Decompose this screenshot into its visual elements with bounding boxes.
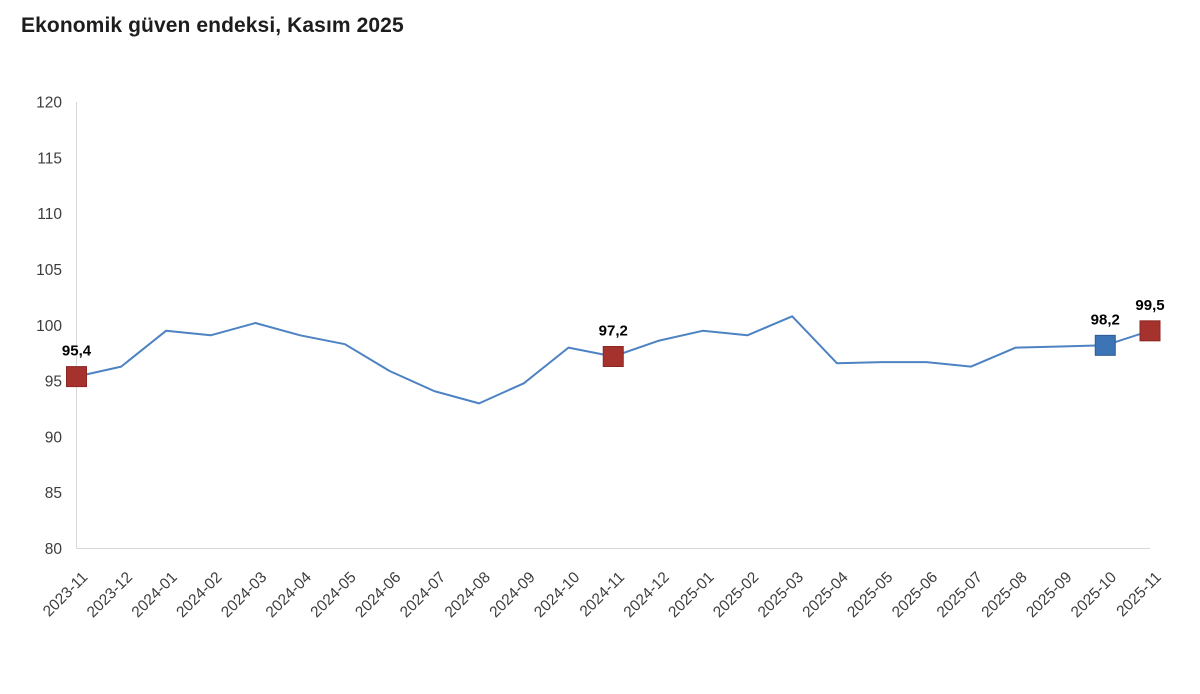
y-axis-tick-label: 90 xyxy=(45,429,63,446)
x-axis-tick-label: 2024-09 xyxy=(486,569,538,621)
x-axis-tick-label: 2024-11 xyxy=(577,569,628,620)
x-axis-tick-label: 2024-12 xyxy=(621,569,673,621)
x-axis-tick-label: 2025-10 xyxy=(1068,569,1121,622)
x-axis-tick-label: 2025-09 xyxy=(1023,569,1075,621)
y-axis-tick-label: 110 xyxy=(37,206,62,223)
chart-title: Ekonomik güven endeksi, Kasım 2025 xyxy=(21,14,404,37)
x-axis-tick-label: 2025-06 xyxy=(889,569,941,621)
x-axis-tick-label: 2025-11 xyxy=(1113,569,1164,620)
x-axis-tick-label: 2024-02 xyxy=(173,569,225,621)
y-axis-tick-label: 120 xyxy=(36,95,62,112)
x-axis-tick-label: 2024-04 xyxy=(263,569,316,622)
x-axis-tick-label: 2024-01 xyxy=(129,569,181,621)
x-axis-tick-label: 2025-01 xyxy=(665,569,717,621)
y-axis-tick-label: 100 xyxy=(36,318,62,335)
point-value-label: 97,2 xyxy=(599,323,628,340)
x-axis-tick-label: 2024-10 xyxy=(531,569,584,622)
x-axis-tick-label: 2025-02 xyxy=(710,569,762,621)
y-axis-tick-label: 115 xyxy=(37,150,62,167)
point-value-label: 98,2 xyxy=(1091,311,1120,328)
x-axis-tick-label: 2025-07 xyxy=(934,569,986,621)
x-axis-tick-label: 2023-11 xyxy=(40,569,91,620)
x-axis-tick-label: 2024-07 xyxy=(397,569,449,621)
x-axis-tick-label: 2025-04 xyxy=(799,569,852,622)
x-axis-tick-label: 2024-03 xyxy=(218,569,270,621)
x-axis-tick-label: 2024-08 xyxy=(442,569,494,621)
x-axis-tick-label: 2025-05 xyxy=(844,569,896,621)
x-axis-tick-label: 2024-06 xyxy=(352,569,404,621)
highlight-marker xyxy=(602,346,624,368)
x-axis-tick-label: 2025-08 xyxy=(978,569,1030,621)
point-value-label: 95,4 xyxy=(62,343,92,360)
x-axis-tick-label: 2024-05 xyxy=(307,569,359,621)
y-axis-tick-label: 80 xyxy=(45,541,63,558)
y-axis-tick-label: 95 xyxy=(45,374,62,391)
highlight-marker xyxy=(66,366,87,388)
x-axis-tick-label: 2023-12 xyxy=(84,569,136,621)
highlight-marker xyxy=(1094,334,1116,356)
point-value-label: 99,5 xyxy=(1135,297,1164,314)
x-axis-tick-label: 2025-03 xyxy=(755,569,807,621)
y-axis-tick-label: 85 xyxy=(45,485,62,502)
y-axis-tick-label: 105 xyxy=(36,262,62,279)
highlight-marker xyxy=(1139,320,1161,342)
